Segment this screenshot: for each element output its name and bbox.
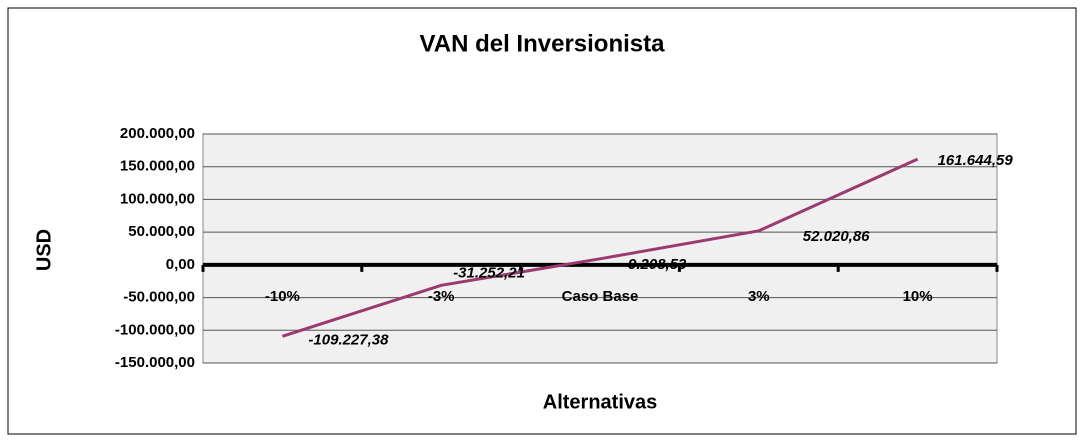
y-tick-label: 100.000,00 xyxy=(120,190,195,207)
chart-title: VAN del Inversionista xyxy=(420,30,666,57)
x-axis-title: Alternativas xyxy=(543,391,658,413)
y-tick-label: -150.000,00 xyxy=(115,354,195,371)
series-line xyxy=(281,157,919,338)
x-tick-label: -10% xyxy=(265,288,300,305)
y-tick-label: 50.000,00 xyxy=(128,223,195,240)
data-label: 52.020,86 xyxy=(803,228,870,245)
plot-area xyxy=(202,133,998,364)
y-tick-label: -50.000,00 xyxy=(123,289,195,306)
data-label: 161.644,59 xyxy=(938,152,1014,169)
x-tick-label: Caso Base xyxy=(562,288,639,305)
y-tick-label: -100.000,00 xyxy=(115,321,195,338)
x-tick-label: 3% xyxy=(748,288,770,305)
y-tick-label: 150.000,00 xyxy=(120,158,195,175)
y-tick-label: 0,00 xyxy=(166,256,195,273)
y-tick-label: 200.000,00 xyxy=(120,125,195,142)
data-label: 9.208,53 xyxy=(628,256,687,273)
data-label: -109.227,38 xyxy=(308,331,389,348)
y-axis-title: USD xyxy=(33,229,55,271)
data-label: -31.252,21 xyxy=(453,264,525,281)
x-tick-label: -3% xyxy=(428,288,455,305)
x-tick-label: 10% xyxy=(903,288,933,305)
